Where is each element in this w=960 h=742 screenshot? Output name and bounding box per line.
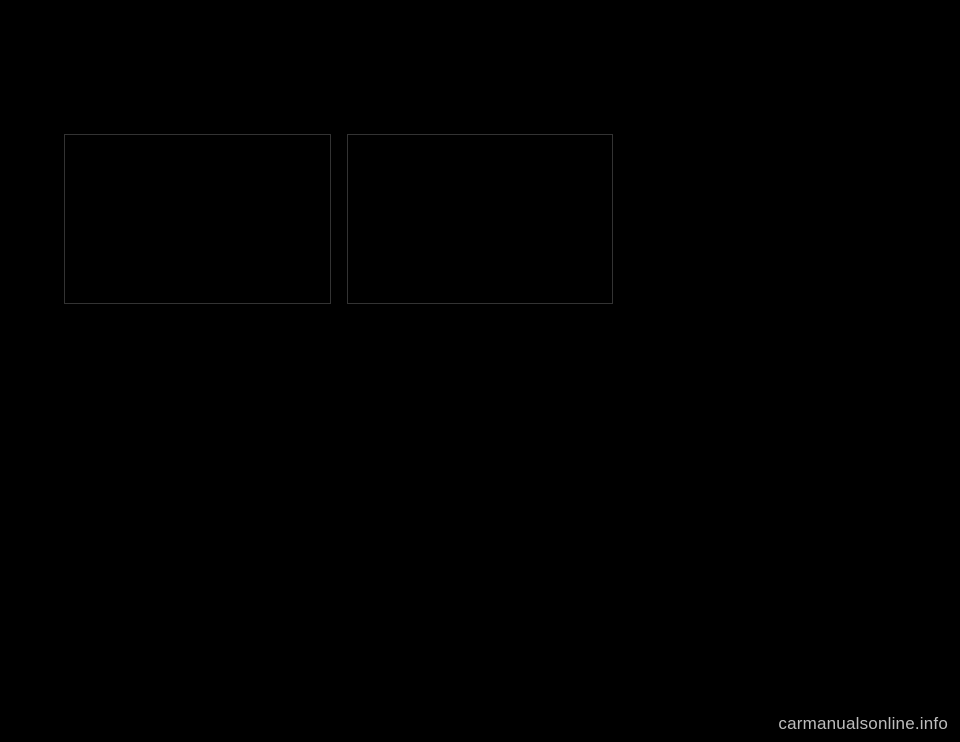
- page-header: [54, 56, 906, 82]
- manual-page: [54, 56, 906, 704]
- column-3: [629, 134, 896, 648]
- column-2: [347, 134, 614, 648]
- column-1: [64, 134, 331, 648]
- content-columns: [64, 134, 896, 648]
- figure-left: [64, 134, 331, 304]
- watermark-text: carmanualsonline.info: [778, 714, 948, 734]
- figure-right: [347, 134, 614, 304]
